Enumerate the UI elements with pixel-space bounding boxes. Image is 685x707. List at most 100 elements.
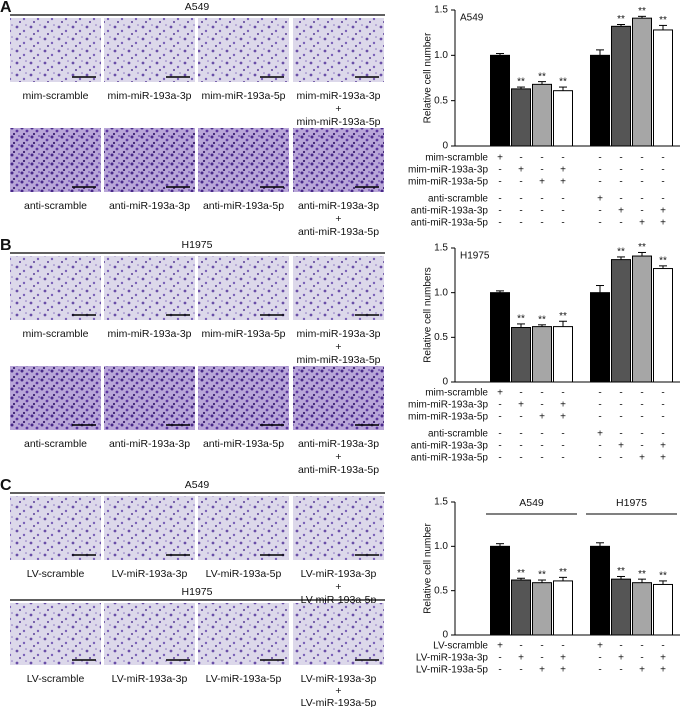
condition-sign: - (561, 429, 564, 440)
condition-label: mim-miR-193a-3p (408, 165, 488, 176)
condition-sign: - (519, 665, 522, 676)
micrograph (198, 18, 289, 82)
bar (653, 583, 673, 636)
condition-sign: - (619, 153, 622, 164)
micrograph (10, 128, 101, 192)
condition-sign: + (497, 388, 503, 399)
bar (490, 292, 510, 383)
condition-sign: - (619, 194, 622, 205)
condition-sign: + (539, 177, 545, 188)
condition-sign: + (660, 206, 666, 217)
condition-sign: - (619, 388, 622, 399)
significance: ** (517, 568, 525, 579)
condition-sign: - (640, 206, 643, 217)
condition-label: anti-scramble (428, 194, 488, 205)
panel-label: C (0, 477, 12, 494)
significance: ** (517, 314, 525, 325)
condition-label: LV-scramble (433, 641, 488, 652)
micrograph (104, 18, 195, 82)
bar (490, 545, 510, 636)
condition-sign: - (561, 641, 564, 652)
micrograph (104, 128, 195, 192)
row-title: A549 (185, 1, 210, 13)
condition-sign: + (560, 400, 566, 411)
bar (611, 25, 631, 147)
bar (532, 83, 552, 147)
condition-sign: - (540, 453, 543, 464)
y-tick-label: 1.5 (434, 5, 448, 16)
bar (553, 580, 573, 636)
bar (511, 327, 531, 383)
condition-sign: - (598, 218, 601, 229)
significance: ** (517, 77, 525, 88)
condition-sign: - (661, 194, 664, 205)
condition-label: mim-miR-193a-3p (408, 400, 488, 411)
condition-sign: - (540, 206, 543, 217)
y-tick-label: 0.5 (434, 332, 448, 343)
caption: LV-miR-193a-3p (112, 673, 188, 685)
bar (632, 582, 652, 636)
significance: ** (617, 14, 625, 25)
condition-sign: - (619, 665, 622, 676)
bar (653, 29, 673, 147)
caption: LV-scramble (27, 673, 85, 685)
condition-sign: - (540, 388, 543, 399)
caption: anti-miR-193a-5p (298, 226, 379, 238)
condition-sign: - (598, 653, 601, 664)
condition-sign: - (519, 388, 522, 399)
significance: ** (659, 571, 667, 582)
condition-sign: - (540, 165, 543, 176)
significance: ** (617, 247, 625, 258)
condition-sign: - (598, 412, 601, 423)
condition-sign: - (640, 641, 643, 652)
caption: mim-miR-193a-3p (107, 328, 191, 340)
condition-sign: - (519, 429, 522, 440)
caption: anti-miR-193a-5p (203, 200, 284, 212)
caption: anti-miR-193a-3p (298, 438, 379, 450)
y-tick-label: 0.5 (434, 585, 448, 596)
significance: ** (559, 311, 567, 322)
y-tick-label: 1.5 (434, 243, 448, 254)
bar (632, 255, 652, 383)
micrograph (198, 603, 289, 665)
significance: ** (538, 71, 546, 82)
condition-sign: - (540, 441, 543, 452)
caption: anti-scramble (24, 200, 87, 212)
significance: ** (538, 314, 546, 325)
condition-sign: - (498, 177, 501, 188)
condition-sign: - (661, 641, 664, 652)
condition-sign: + (639, 665, 645, 676)
condition-sign: + (660, 218, 666, 229)
condition-sign: + (560, 653, 566, 664)
condition-sign: - (619, 165, 622, 176)
condition-sign: - (661, 429, 664, 440)
condition-sign: + (560, 165, 566, 176)
inset-label: H1975 (460, 251, 490, 262)
condition-sign: - (540, 653, 543, 664)
condition-sign: + (560, 665, 566, 676)
condition-sign: - (640, 388, 643, 399)
y-axis-label: Relative cell numbers (423, 267, 434, 363)
bar (590, 292, 610, 383)
condition-sign: + (539, 412, 545, 423)
micrograph (10, 603, 101, 665)
caption: anti-miR-193a-3p (109, 438, 190, 450)
condition-sign: + (518, 165, 524, 176)
condition-sign: - (540, 194, 543, 205)
significance: ** (659, 15, 667, 26)
group-label: H1975 (616, 497, 647, 509)
condition-sign: - (498, 453, 501, 464)
group-label: A549 (519, 497, 544, 509)
inset-label: A549 (460, 13, 484, 24)
y-tick-label: 1.0 (434, 287, 448, 298)
condition-label: anti-miR-193a-3p (411, 206, 489, 217)
condition-sign: - (540, 429, 543, 440)
condition-sign: - (598, 453, 601, 464)
condition-sign: - (661, 177, 664, 188)
caption: + (335, 213, 341, 225)
micrograph (10, 496, 101, 560)
condition-sign: + (660, 665, 666, 676)
condition-sign: + (660, 653, 666, 664)
condition-sign: - (561, 153, 564, 164)
panel-label: B (0, 237, 12, 254)
